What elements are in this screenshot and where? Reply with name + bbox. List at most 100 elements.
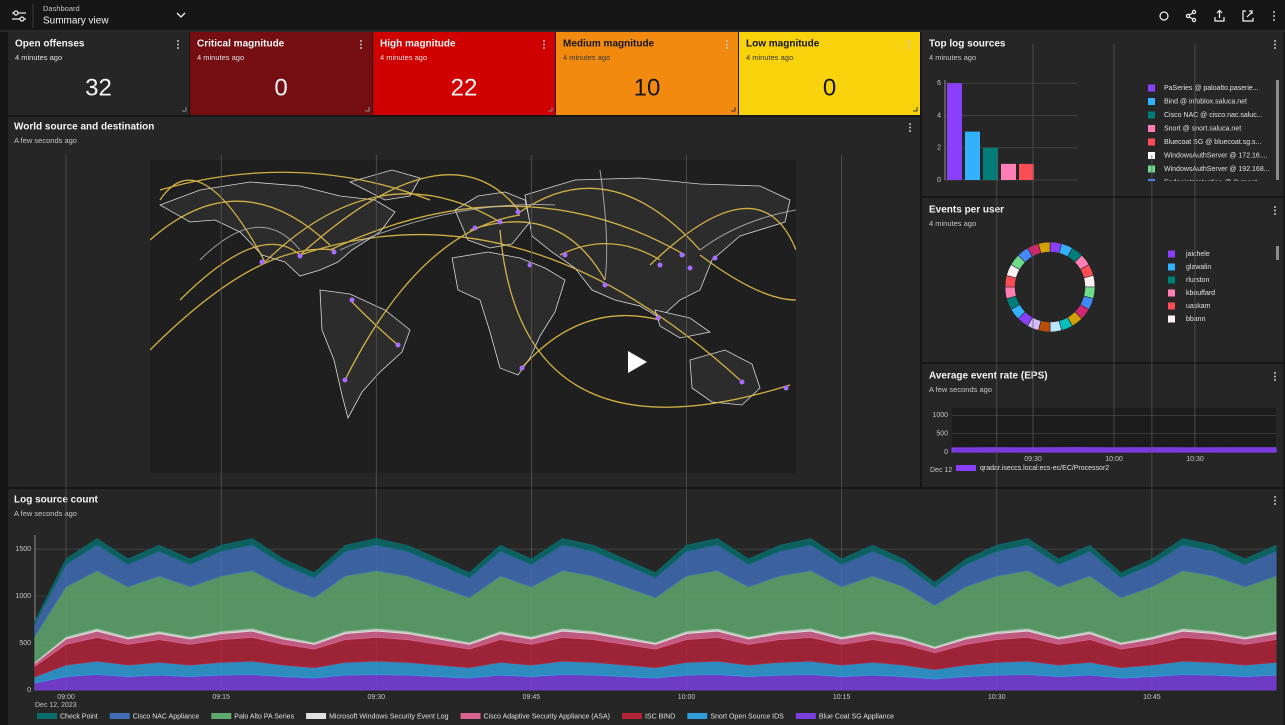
export-icon[interactable]	[1214, 9, 1225, 22]
launch-icon[interactable]	[1242, 10, 1254, 22]
legend-label: qradar.iseccs.local:ecs-ec/EC/Processor2	[980, 465, 1109, 472]
breadcrumb[interactable]: Dashboard	[43, 4, 80, 13]
menu-dot	[1274, 206, 1276, 208]
legend-swatch	[621, 713, 642, 719]
legend-label: Cisco NAC @ cisco.nac.saluc...	[1164, 112, 1263, 119]
y-tick-label: 1000	[15, 593, 31, 600]
legend-swatch	[460, 713, 481, 719]
tile-title: Critical magnitude	[197, 39, 285, 50]
panel-menu[interactable]	[177, 40, 179, 49]
legend-label: Blue Coat SG Appliance	[819, 713, 894, 720]
x-tick-label: 10:30	[988, 694, 1006, 701]
legend-swatch	[1148, 98, 1155, 105]
menu-dot	[177, 40, 179, 42]
panel-menu[interactable]	[360, 40, 362, 49]
panel-menu[interactable]	[1274, 372, 1276, 381]
legend-label: glawalin	[1186, 264, 1211, 271]
panel-menu[interactable]	[543, 40, 545, 49]
x-tick-label: 10:00	[1105, 456, 1123, 463]
panel-title: Top log sources	[929, 39, 1006, 50]
scrollbar[interactable]	[1276, 80, 1279, 180]
legend-swatch	[109, 713, 130, 719]
dropdown-chevron[interactable]	[176, 12, 186, 18]
bar[interactable]	[965, 131, 980, 180]
share-icon[interactable]	[1185, 9, 1197, 23]
legend: PaSeries @ paloalto.paserie... Bind @ inf…	[1148, 84, 1270, 181]
stacked-area[interactable]	[34, 538, 1277, 625]
x-tick-label: 10:15	[833, 694, 851, 701]
legend-label: Snort @ snort.saluca.net	[1164, 125, 1241, 132]
panel-menu[interactable]	[909, 123, 911, 132]
menu-dot	[726, 47, 728, 49]
legend-label: bbann	[1186, 316, 1206, 323]
legend-label: jaichele	[1185, 251, 1210, 258]
donut-segment[interactable]	[1037, 241, 1051, 254]
y-tick-label: 0	[937, 177, 941, 184]
legend-swatch	[1148, 179, 1155, 181]
header-bar	[0, 0, 1285, 31]
settings-icon[interactable]	[1159, 11, 1169, 21]
date-label: Dec 12	[930, 467, 952, 474]
overflow-menu[interactable]	[1273, 11, 1275, 21]
legend-label: ISC BIND	[645, 713, 675, 720]
bar[interactable]	[947, 83, 962, 180]
menu-dot	[1274, 40, 1276, 42]
y-tick-label: 2	[937, 145, 941, 152]
panel-menu[interactable]	[1274, 40, 1276, 49]
menu-dot	[1274, 47, 1276, 49]
tile	[373, 32, 555, 115]
menu-dot	[1274, 43, 1276, 46]
menu-dot	[908, 47, 910, 49]
resize-handle	[365, 107, 370, 112]
legend-label: WindowsAuthServer @ 172.16....	[1164, 152, 1268, 159]
menu-dot	[1274, 503, 1276, 505]
x-tick-label: 09:30	[368, 694, 386, 701]
legend: jaichele glawalin rlurston kbouffard uaskam b…	[1168, 250, 1215, 323]
panel-title: World source and destination	[14, 122, 154, 133]
menu-dot	[360, 43, 362, 46]
resize-handle	[913, 107, 918, 112]
scrollbar[interactable]	[1276, 246, 1279, 260]
bar[interactable]	[1019, 163, 1034, 180]
x-tick-label: 09:30	[1024, 456, 1042, 463]
legend-label: WindowsAuthServer @ 192.168...	[1164, 166, 1270, 173]
tile	[556, 32, 738, 115]
play-button[interactable]	[628, 351, 647, 373]
menu-dot	[1274, 213, 1276, 215]
panel-menu[interactable]	[1274, 496, 1276, 505]
map-features	[150, 169, 796, 420]
menu-dot	[543, 47, 545, 49]
menu-dot	[908, 40, 910, 42]
menu-dot	[1274, 375, 1276, 378]
menu-dot	[726, 40, 728, 42]
legend-label: kbouffard	[1186, 290, 1215, 297]
legend-swatch	[1168, 302, 1175, 310]
panel-subtitle: 4 minutes ago	[929, 53, 976, 62]
resize-handle	[548, 107, 553, 112]
bar[interactable]	[983, 147, 998, 180]
legend-label: Bluecoat SG @ bluecoat.sg.s...	[1164, 139, 1261, 146]
panel-menu[interactable]	[726, 40, 728, 49]
legend-label: Snort Open Source IDS	[710, 713, 784, 720]
y-tick-label: 1500	[15, 546, 31, 553]
y-tick-label: 500	[936, 431, 948, 438]
tiles: Open offenses 4 minutes ago 32 Critical mag…	[8, 32, 920, 115]
menu-dot	[177, 43, 179, 46]
panel-menu[interactable]	[908, 40, 910, 49]
menu-dot	[177, 47, 179, 49]
area	[951, 447, 1277, 453]
tile	[190, 32, 372, 115]
panel-menu[interactable]	[1274, 206, 1276, 215]
legend-swatch	[1168, 289, 1175, 297]
panel-title: Events per user	[929, 205, 1004, 216]
bar[interactable]	[1001, 163, 1016, 180]
x-tick-label: 09:00	[57, 694, 75, 701]
date-label: Dec 12, 2023	[35, 702, 77, 709]
legend-swatch	[795, 713, 816, 719]
legend-label: Check Point	[60, 713, 98, 720]
filter-icon[interactable]	[12, 10, 26, 22]
dashboard-title[interactable]: Summary view	[43, 16, 109, 27]
y-tick-label: 6	[937, 80, 941, 87]
legend-swatch	[1148, 125, 1155, 132]
